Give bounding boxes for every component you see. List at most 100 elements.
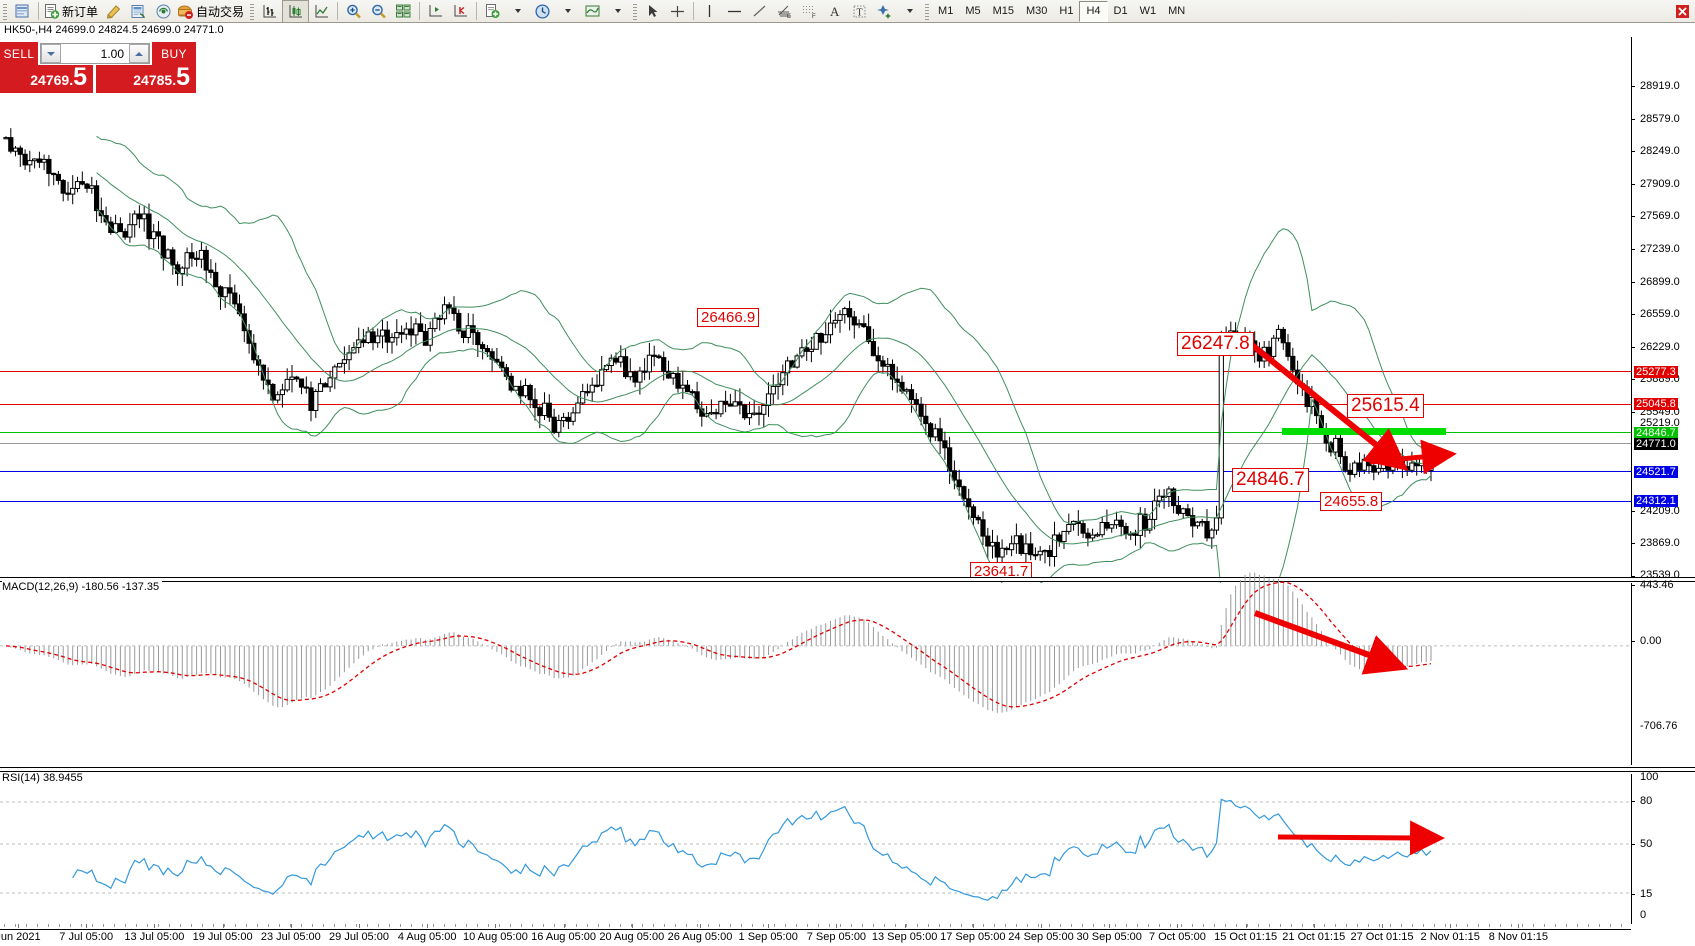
one-click-trading-panel[interactable]: SELL 1.00 BUY 24769. 5 24785. 5 xyxy=(0,42,196,93)
toolbar-grip-4[interactable] xyxy=(924,2,931,20)
timeframe-m1[interactable]: M1 xyxy=(938,5,954,17)
zoom-in-icon[interactable] xyxy=(341,1,366,22)
indicators-dropdown-arrow[interactable] xyxy=(505,1,530,22)
auto-trading-button[interactable]: 自动交易 xyxy=(176,1,247,22)
y-label-25889: 25889.0 xyxy=(1640,373,1680,385)
auto-scroll-icon[interactable] xyxy=(448,1,473,22)
rsi-indicator-label[interactable]: RSI(14) 38.9455 xyxy=(2,772,86,784)
price-badge-pivot-24846[interactable]: 24846.7 xyxy=(1634,427,1678,439)
zoom-out-icon[interactable] xyxy=(366,1,391,22)
svg-text:E: E xyxy=(787,14,791,20)
buy-price-minor: 5 xyxy=(176,63,190,91)
annotation-26247[interactable]: 26247.8 xyxy=(1177,332,1254,356)
timeframe-h4[interactable]: H4 xyxy=(1079,0,1108,22)
annotation-26466[interactable]: 26466.9 xyxy=(697,308,760,327)
indicators-icon[interactable] xyxy=(480,1,505,22)
timeframe-w1[interactable]: W1 xyxy=(1139,5,1157,17)
price-badge-support-24312[interactable]: 24312.1 xyxy=(1634,495,1678,507)
sell-price-display[interactable]: 24769. 5 xyxy=(0,65,93,93)
signal-icon[interactable] xyxy=(151,1,176,22)
timeframe-m15[interactable]: M15 xyxy=(992,5,1014,17)
price-badge-support-24521[interactable]: 24521.7 xyxy=(1634,466,1678,478)
date-minor-tick xyxy=(389,924,390,927)
rsi-y-label-100: 100 xyxy=(1640,771,1659,783)
timeframe-mn[interactable]: MN xyxy=(1168,5,1186,17)
horizontal-line-icon[interactable] xyxy=(722,1,747,22)
support-line-24312[interactable] xyxy=(0,501,1631,502)
date-minor-tick xyxy=(334,924,335,927)
date-minor-tick xyxy=(862,924,863,927)
trendline-icon[interactable] xyxy=(747,1,772,22)
macd-pane[interactable]: MACD(12,26,9) -180.56 -137.35 443.46 0.0… xyxy=(0,572,1695,765)
data-window-icon[interactable] xyxy=(391,1,416,22)
y-label-26229: 26229.0 xyxy=(1640,341,1680,353)
date-minor-tick xyxy=(1533,924,1534,927)
shift-chart-icon[interactable] xyxy=(423,1,448,22)
annotation-25615[interactable]: 25615.4 xyxy=(1347,394,1424,418)
volume-increment-button[interactable] xyxy=(129,44,149,63)
resistance-line-25045[interactable] xyxy=(0,404,1631,405)
buy-button[interactable]: BUY xyxy=(152,42,196,65)
volume-decrement-button[interactable] xyxy=(41,44,61,63)
support-line-24521[interactable] xyxy=(0,471,1631,472)
objects-icon[interactable] xyxy=(872,1,897,22)
date-tick xyxy=(359,924,360,928)
text-label-icon[interactable]: T xyxy=(847,1,872,22)
date-minor-tick xyxy=(686,924,687,927)
buy-price-major: 24785 xyxy=(133,72,173,88)
buy-price-display[interactable]: 24785. 5 xyxy=(96,65,196,93)
date-minor-tick xyxy=(1214,924,1215,927)
annotation-23641[interactable]: 23641.7 xyxy=(970,562,1033,581)
date-minor-tick xyxy=(213,924,214,927)
timeframe-m5[interactable]: M5 xyxy=(965,5,981,17)
rsi-pane[interactable]: RSI(14) 38.9455 100 80 50 15 0 xyxy=(0,771,1695,924)
templates-icon[interactable] xyxy=(580,1,605,22)
period-icon[interactable] xyxy=(530,1,555,22)
text-icon[interactable]: A xyxy=(822,1,847,22)
terminal-icon[interactable] xyxy=(10,1,35,22)
pivot-line-24846[interactable] xyxy=(0,432,1631,433)
sell-price-dot: . xyxy=(69,72,74,88)
templates-dropdown-arrow[interactable] xyxy=(605,1,630,22)
vertical-line-icon[interactable] xyxy=(697,1,722,22)
period-dropdown-arrow[interactable] xyxy=(555,1,580,22)
toolbar-grip[interactable] xyxy=(2,2,8,20)
volume-input[interactable]: 1.00 xyxy=(100,46,124,61)
annotation-24846[interactable]: 24846.7 xyxy=(1232,468,1309,492)
timeframe-d1[interactable]: D1 xyxy=(1113,5,1128,17)
macd-indicator-label[interactable]: MACD(12,26,9) -180.56 -137.35 xyxy=(2,581,163,593)
bar-chart-icon[interactable] xyxy=(257,1,282,22)
date-minor-tick xyxy=(1060,924,1061,927)
chart-container[interactable]: 26466.9 26247.8 25615.4 24846.7 24655.8 … xyxy=(0,37,1695,946)
resistance-line-25277[interactable] xyxy=(0,371,1631,372)
price-badge-last-24771[interactable]: 24771.0 xyxy=(1634,438,1678,450)
objects-dropdown-arrow[interactable] xyxy=(897,1,922,22)
price-badge-resistance-25277[interactable]: 25277.3 xyxy=(1634,366,1678,378)
sell-button[interactable]: SELL xyxy=(0,42,38,65)
date-minor-tick xyxy=(741,924,742,927)
annotation-24655[interactable]: 24655.8 xyxy=(1320,492,1383,511)
fibonacci-icon[interactable]: E xyxy=(772,1,797,22)
price-pane[interactable]: 26466.9 26247.8 25615.4 24846.7 24655.8 … xyxy=(0,37,1695,624)
news-icon[interactable] xyxy=(126,1,151,22)
last-price-line-24771[interactable] xyxy=(0,443,1631,444)
line-chart-icon[interactable] xyxy=(309,1,334,22)
candlestick-chart-icon[interactable] xyxy=(282,0,310,23)
date-minor-tick xyxy=(752,924,753,927)
date-minor-tick xyxy=(136,924,137,927)
timeframe-h1[interactable]: H1 xyxy=(1059,5,1074,17)
timeframe-m30[interactable]: M30 xyxy=(1026,5,1048,17)
crosshair-icon[interactable] xyxy=(665,1,690,22)
new-order-button[interactable]: 新订单 xyxy=(42,1,101,22)
price-badge-resistance-25045[interactable]: 25045.8 xyxy=(1634,398,1678,410)
cursor-icon[interactable] xyxy=(640,1,665,22)
date-minor-tick xyxy=(774,924,775,927)
close-icon[interactable] xyxy=(1670,1,1695,22)
toolbar-grip-2[interactable] xyxy=(249,2,256,20)
date-label: 2 Nov 01:15 xyxy=(1420,931,1480,943)
pencil-icon[interactable] xyxy=(101,1,126,22)
toolbar-grip-3[interactable] xyxy=(632,2,639,20)
equidistant-channel-icon[interactable]: F xyxy=(797,1,822,22)
volume-stepper[interactable]: 1.00 xyxy=(40,43,150,64)
date-minor-tick xyxy=(983,924,984,927)
